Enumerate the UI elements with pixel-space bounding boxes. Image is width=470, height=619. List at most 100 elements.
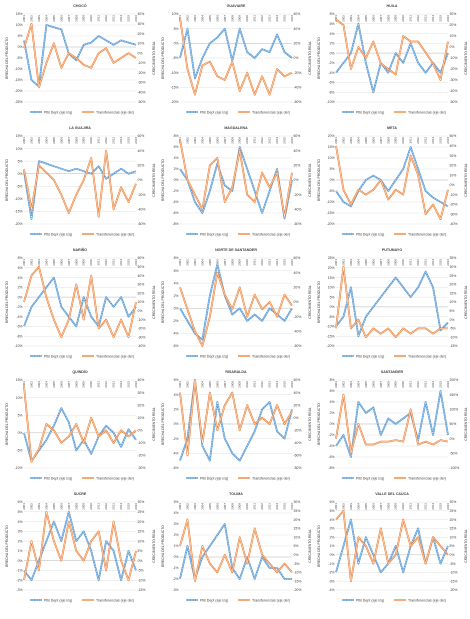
legend-transfer-label: Transferencias (eje der) <box>252 476 290 480</box>
year-label: 2010 <box>89 381 93 388</box>
year-label: 2012 <box>260 15 264 22</box>
year-label: 2008 <box>386 381 390 388</box>
chart-panel: RISARALDA 6% 4% 2% 0% -2% -4% -6% 60% 40% 20% 0% -20… <box>158 368 314 486</box>
left-tick-label: -20% <box>327 344 335 348</box>
right-tick-label: 0% <box>138 178 143 182</box>
left-tick-label: -3% <box>172 588 178 592</box>
year-label: 2015 <box>127 259 131 266</box>
line-chart: MAGDALENA 8% 6% 4% 2% 0% -2% -4% -6% -8% 60% 40% 20%… <box>161 126 312 236</box>
year-label: 2004 <box>44 259 48 266</box>
transfer-series-line <box>23 149 137 218</box>
left-axis-title: BRECHA DEL PRODUCTO <box>317 37 321 79</box>
year-label: 2003 <box>349 381 353 388</box>
right-axis-title: CRECIMIENTO REAL <box>308 41 312 75</box>
right-tick-label: -30% <box>450 212 458 216</box>
left-tick-label: -2% <box>172 577 178 581</box>
year-label: 2010 <box>245 137 249 144</box>
year-label: 2009 <box>394 15 398 22</box>
transfer-series-core <box>335 145 449 220</box>
year-label: 2007 <box>223 381 227 388</box>
right-tick-label: -60% <box>294 222 302 226</box>
year-label: 2001 <box>178 503 182 510</box>
line-chart: SANTANDER 8% 6% 4% 2% 0% -2% -4% -6% -8% 200% 150% 1… <box>317 370 468 480</box>
left-tick-label: 5% <box>330 295 335 299</box>
chart-title: GUAVIARE <box>227 4 246 8</box>
right-tick-label: 10% <box>138 539 145 543</box>
right-tick-label: -10% <box>138 318 146 322</box>
year-label: 2005 <box>364 381 368 388</box>
year-label: 2009 <box>82 503 86 510</box>
year-label: 2013 <box>424 15 428 22</box>
left-tick-label: -3% <box>328 579 334 583</box>
year-label: 2014 <box>275 15 279 22</box>
pib-series-line <box>335 22 449 94</box>
legend-pib-label: PIB Dept (eje izq) <box>44 232 72 236</box>
line-chart: LA GUAJIRA 15% 10% 5% 0% -5% -10% -15% -20% 60% 40… <box>5 126 156 236</box>
right-tick-label: 40% <box>138 149 145 153</box>
right-tick-label: 10% <box>450 173 457 177</box>
right-axis-title: CRECIMIENTO REAL <box>308 529 312 563</box>
right-tick-label: -20% <box>450 203 458 207</box>
transfer-series-line <box>335 145 449 221</box>
year-label: 2008 <box>230 259 234 266</box>
right-tick-label: -10% <box>450 193 458 197</box>
right-tick-label: 20% <box>294 286 301 290</box>
year-label: 2009 <box>238 381 242 388</box>
left-tick-label: 3% <box>18 530 23 534</box>
right-tick-label: 150% <box>450 393 459 397</box>
left-axis-title: BRECHA DEL PRODUCTO <box>317 159 321 201</box>
right-tick-label: 20% <box>138 403 145 407</box>
left-axis-title: BRECHA DEL PRODUCTO <box>161 281 165 323</box>
year-label: 2003 <box>349 15 353 22</box>
year-label: 2014 <box>431 381 435 388</box>
year-label: 2013 <box>112 503 116 510</box>
year-label: 2003 <box>349 137 353 144</box>
left-tick-label: 5% <box>174 27 179 31</box>
right-tick-label: 40% <box>294 149 301 153</box>
legend-pib-label: PIB Dept (eje izq) <box>200 476 228 480</box>
left-tick-label: -2% <box>172 189 178 193</box>
right-tick-label: -10% <box>450 335 458 339</box>
year-label: 2013 <box>268 503 272 510</box>
year-label: 2008 <box>386 15 390 22</box>
right-tick-label: 0% <box>294 300 299 304</box>
line-chart: TOLIMA 5% 4% 3% 2% 1% 0% -1% -2% -3% 30% 25% 20% 15% 1… <box>161 492 312 602</box>
legend-pib-label: PIB Dept (eje izq) <box>200 232 228 236</box>
left-axis-title: BRECHA DEL PRODUCTO <box>161 37 165 79</box>
left-tick-label: 10% <box>16 23 23 27</box>
left-tick-label: -5% <box>16 449 22 453</box>
right-tick-label: 25% <box>294 509 301 513</box>
line-chart: GUAVIARE 10% 5% 0% -5% -10% -15% -20% 60% 40% 20% 0… <box>161 4 312 114</box>
year-label: 2005 <box>52 503 56 510</box>
year-label: 2015 <box>439 137 443 144</box>
left-tick-label: -2% <box>328 61 334 65</box>
right-tick-label: 10% <box>138 42 145 46</box>
left-tick-label: 8% <box>18 256 23 260</box>
year-label: 2010 <box>89 137 93 144</box>
year-label: 2009 <box>238 15 242 22</box>
year-label: 2011 <box>97 259 101 266</box>
right-tick-label: -60% <box>294 454 302 458</box>
right-axis-title: CRECIMIENTO REAL <box>464 529 468 563</box>
right-tick-label: 10% <box>450 535 457 539</box>
right-tick-label: -15% <box>450 579 458 583</box>
year-label: 2012 <box>104 15 108 22</box>
right-tick-label: 25% <box>450 274 457 278</box>
left-tick-label: 8% <box>174 134 179 138</box>
year-label: 2007 <box>223 15 227 22</box>
legend-pib-label: PIB Dept (eje izq) <box>356 110 384 114</box>
left-tick-label: 15% <box>328 276 335 280</box>
right-tick-label: 0% <box>294 553 299 557</box>
chart-panel: GUAVIARE 10% 5% 0% -5% -10% -15% -20% 60% 40% 20% 0… <box>158 2 314 120</box>
right-tick-label: 0% <box>294 56 299 60</box>
pib-series-core <box>335 519 449 573</box>
left-tick-label: -10% <box>15 197 23 201</box>
chart-title: PUTUMAYO <box>382 248 402 252</box>
left-tick-label: 8% <box>330 12 335 16</box>
right-axis-title: CRECIMIENTO REAL <box>308 163 312 197</box>
left-tick-label: 6% <box>330 389 335 393</box>
left-tick-label: -1% <box>328 562 334 566</box>
legend-pib-label: PIB Dept (eje izq) <box>44 476 72 480</box>
right-tick-label: 5% <box>138 549 143 553</box>
year-label: 2003 <box>193 137 197 144</box>
